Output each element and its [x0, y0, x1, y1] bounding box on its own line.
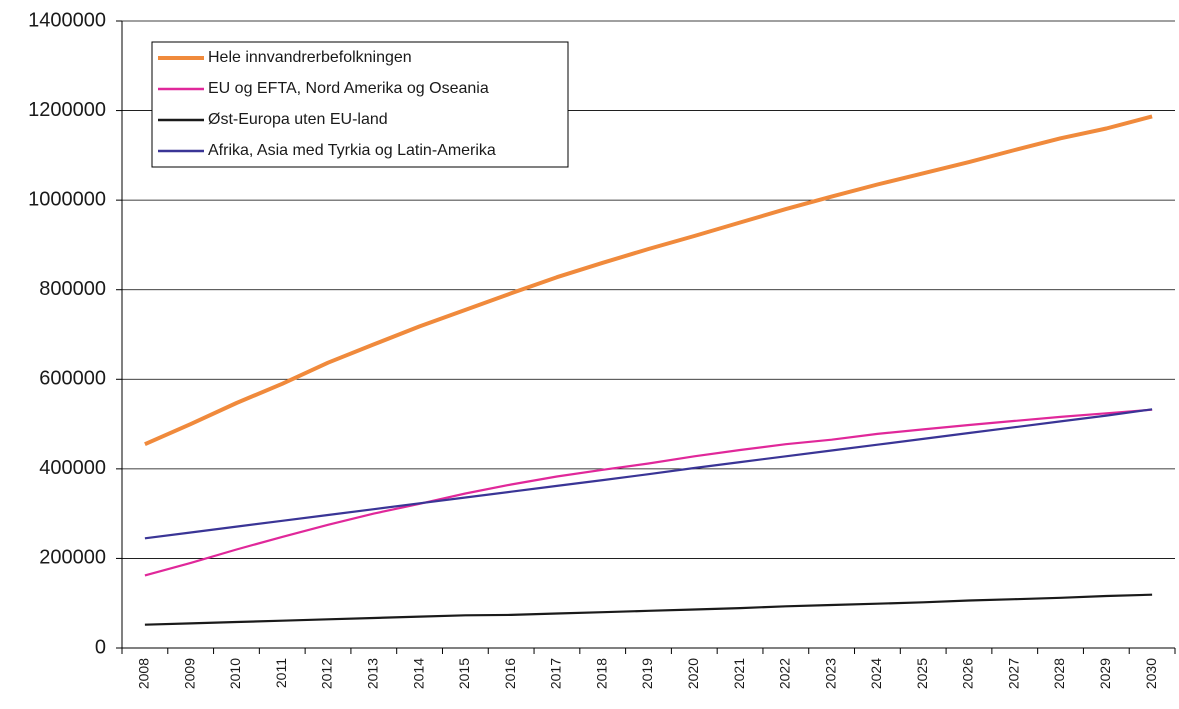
legend-label: EU og EFTA, Nord Amerika og Oseania: [208, 80, 489, 97]
x-tick-label: 2015: [456, 658, 472, 689]
x-tick-label: 2018: [593, 658, 609, 689]
x-tick-label: 2021: [731, 658, 747, 689]
x-tick-label: 2030: [1143, 658, 1159, 689]
y-tick-label: 1400000: [28, 9, 106, 31]
y-tick-label: 1000000: [28, 188, 106, 210]
x-tick-label: 2029: [1097, 658, 1113, 689]
y-tick-label: 0: [95, 636, 106, 658]
legend-label: Afrika, Asia med Tyrkia og Latin-Amerika: [208, 142, 496, 159]
y-tick-label: 800000: [39, 278, 106, 300]
x-tick-label: 2027: [1005, 658, 1021, 689]
legend-label: Øst-Europa uten EU-land: [208, 111, 388, 128]
x-tick-label: 2016: [502, 658, 518, 689]
series-line: [144, 408, 1153, 540]
legend-box: [151, 41, 569, 168]
y-tick-label: 1200000: [28, 99, 106, 121]
y-tick-label: 400000: [39, 457, 106, 479]
x-tick-label: 2023: [822, 658, 838, 689]
series-line: [144, 593, 1153, 626]
series-line: [144, 408, 1153, 577]
x-tick-label: 2008: [136, 658, 152, 689]
x-tick-label: 2012: [319, 658, 335, 689]
x-tick-label: 2022: [777, 658, 793, 689]
x-tick-label: 2020: [685, 658, 701, 689]
series-line: [144, 114, 1153, 447]
x-tick-label: 2028: [1051, 658, 1067, 689]
y-tick-label: 600000: [39, 368, 106, 390]
x-tick-label: 2026: [960, 658, 976, 689]
x-tick-label: 2010: [227, 658, 243, 689]
x-tick-label: 2013: [365, 658, 381, 689]
x-tick-label: 2014: [410, 658, 426, 689]
x-tick-label: 2009: [181, 658, 197, 689]
x-tick-label: 2011: [273, 658, 289, 688]
legend-label: Hele innvandrerbefolkningen: [208, 49, 412, 66]
y-tick-label: 200000: [39, 547, 106, 569]
x-tick-label: 2019: [639, 658, 655, 689]
x-tick-label: 2025: [914, 658, 930, 689]
x-tick-label: 2024: [868, 658, 884, 689]
x-tick-label: 2017: [548, 658, 564, 689]
